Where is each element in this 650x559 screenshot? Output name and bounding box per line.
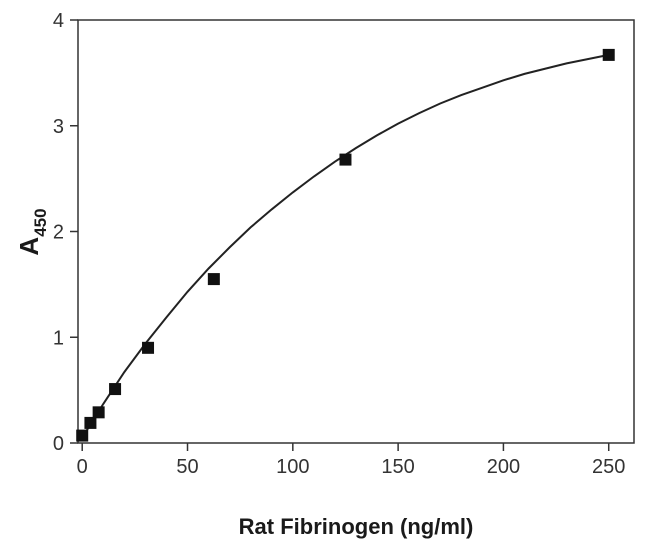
x-tick-label: 50	[176, 456, 198, 478]
y-tick-label: 1	[53, 327, 64, 349]
y-tick-label: 2	[53, 222, 64, 244]
y-axis-title-subscript: 450	[31, 208, 50, 236]
y-tick-label: 4	[53, 10, 64, 32]
y-tick-label: 0	[53, 433, 64, 455]
y-axis-title-main: A	[14, 237, 44, 256]
plot-frame	[77, 19, 635, 444]
data-point	[76, 429, 89, 442]
x-tick-label: 250	[592, 456, 625, 478]
y-tick-label: 3	[53, 116, 64, 138]
data-points	[76, 48, 615, 442]
data-point	[92, 406, 105, 419]
fit-curve	[81, 53, 609, 439]
x-tick-label: 0	[77, 456, 88, 478]
data-point	[84, 416, 97, 429]
data-point	[602, 48, 615, 61]
y-axis-title: A450	[14, 208, 50, 255]
x-axis-ticks: 0 50 100 150 200 250	[77, 443, 625, 478]
x-tick-label: 100	[276, 456, 309, 478]
data-point	[109, 383, 122, 396]
data-point	[207, 273, 220, 286]
y-axis-ticks: 0 1 2 3 4	[53, 10, 78, 455]
x-axis-title: Rat Fibrinogen (ng/ml)	[239, 514, 474, 539]
x-tick-label: 150	[381, 456, 414, 478]
x-tick-label: 200	[487, 456, 520, 478]
data-point	[339, 153, 352, 166]
data-point	[142, 341, 155, 354]
